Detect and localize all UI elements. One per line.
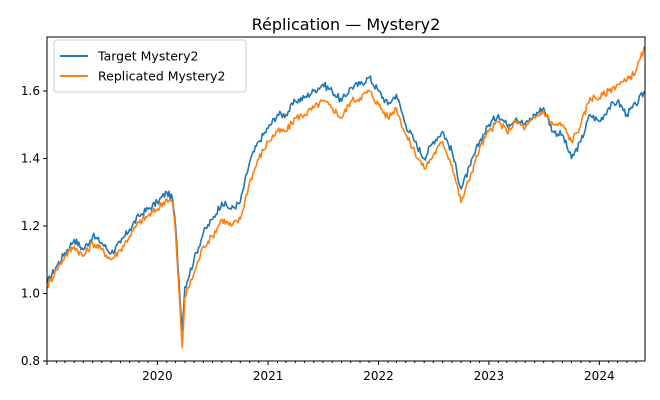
y-tick-label: 1.2	[21, 219, 40, 233]
line-target	[46, 75, 646, 332]
x-tick-label: 2024	[584, 369, 615, 383]
y-tick-label: 1.0	[21, 287, 40, 301]
x-tick-label: 2023	[474, 369, 505, 383]
y-tick-label: 0.8	[21, 354, 40, 368]
legend-label-target: Target Mystery2	[97, 49, 198, 64]
axes: 0.8 1.0 1.2 1.4 1.6 2020 2021 2022 2023 2024	[21, 36, 646, 383]
x-tick-label: 2020	[142, 369, 173, 383]
x-tick-label: 2022	[363, 369, 394, 383]
legend-label-replicated: Replicated Mystery2	[98, 69, 226, 84]
plot-frame	[46, 36, 646, 362]
line-replicated	[46, 46, 646, 349]
y-tick-label: 1.6	[21, 84, 40, 98]
series-lines	[46, 46, 646, 349]
legend-box	[53, 39, 247, 93]
chart-title: Réplication — Mystery2	[252, 15, 441, 34]
x-tick-label: 2021	[253, 369, 284, 383]
y-tick-label: 1.4	[21, 152, 40, 166]
legend: Target Mystery2 Replicated Mystery2	[53, 39, 247, 93]
